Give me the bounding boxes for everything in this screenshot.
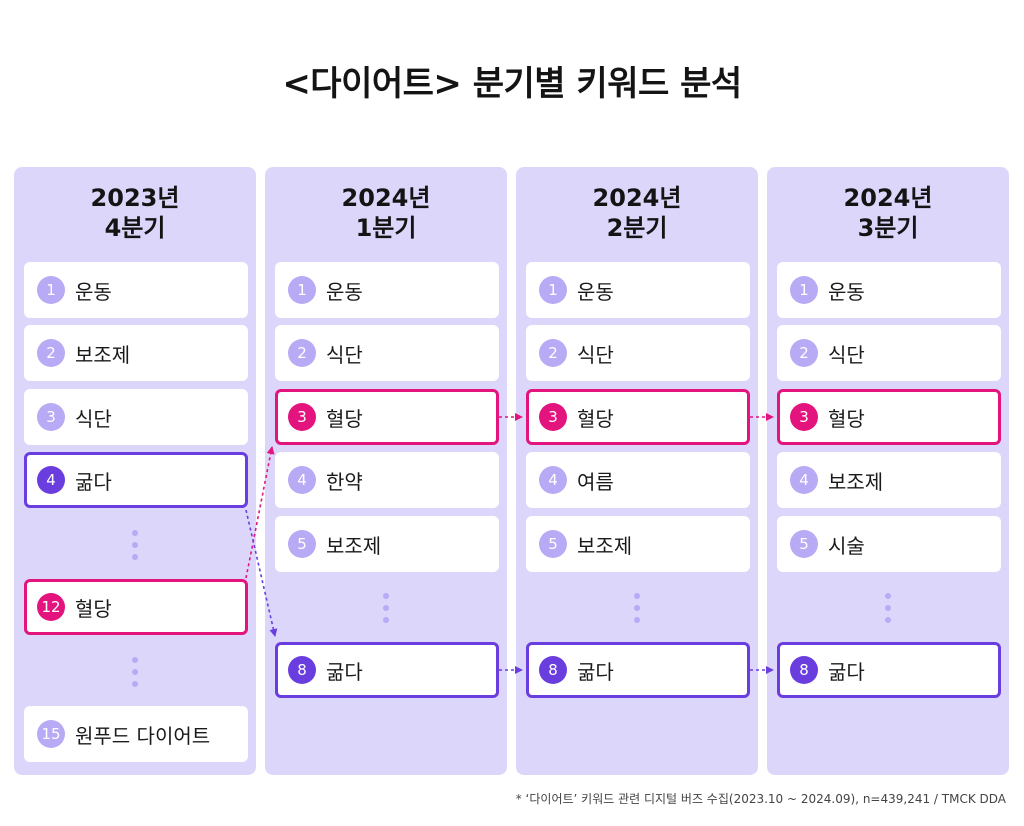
keyword-card: 5 보조제 [526,516,750,572]
ellipsis-dots-icon [14,530,256,560]
keyword-card: 2 식단 [526,325,750,381]
column-header: 2023년 4분기 [14,183,256,243]
rank-badge: 3 [37,403,65,431]
keyword-label: 운동 [828,279,865,304]
column-2024-q1: 2024년 1분기 1 운동 2 식단 3 혈당 4 한약 5 보조제 8 굶다 [265,167,507,775]
keyword-label: 식단 [75,406,112,431]
keyword-label: 보조제 [828,469,884,494]
keyword-label: 혈당 [828,406,865,431]
column-header: 2024년 1분기 [265,183,507,243]
keyword-label: 식단 [828,342,865,367]
keyword-label: 운동 [577,279,614,304]
rank-badge: 2 [37,339,65,367]
column-year: 2023년 [90,184,180,212]
rank-badge: 4 [37,466,65,494]
column-header: 2024년 2분기 [516,183,758,243]
rank-badge: 3 [790,403,818,431]
keyword-card: 3 식단 [24,389,248,445]
column-year: 2024년 [843,184,933,212]
rank-badge: 5 [790,530,818,558]
ellipsis-dots-icon [14,657,256,687]
rank-badge: 3 [539,403,567,431]
rank-badge: 12 [37,593,65,621]
rank-badge: 5 [288,530,316,558]
keyword-card: 2 식단 [777,325,1001,381]
keyword-card: 2 보조제 [24,325,248,381]
keyword-label: 굶다 [75,469,112,494]
column-quarter: 2분기 [606,214,668,242]
keyword-card: 5 시술 [777,516,1001,572]
keyword-label: 혈당 [75,596,112,621]
keyword-card: 2 식단 [275,325,499,381]
keyword-card-highlight-purple: 4 굶다 [24,452,248,508]
column-year: 2024년 [341,184,431,212]
ellipsis-dots-icon [767,593,1009,623]
rank-badge: 2 [790,339,818,367]
rank-badge: 15 [37,720,65,748]
rank-badge: 1 [539,276,567,304]
keyword-card: 1 운동 [275,262,499,318]
rank-badge: 1 [288,276,316,304]
rank-badge: 2 [539,339,567,367]
keyword-card-highlight-pink: 3 혈당 [526,389,750,445]
keyword-label: 굶다 [828,659,865,684]
keyword-label: 여름 [577,469,614,494]
footnote: * ‘다이어트’ 키워드 관련 디지털 버즈 수집(2023.10 ~ 2024… [515,792,1006,806]
rank-badge: 8 [790,656,818,684]
rank-badge: 5 [539,530,567,558]
ellipsis-dots-icon [265,593,507,623]
keyword-card: 4 여름 [526,452,750,508]
column-quarter: 4분기 [104,214,166,242]
keyword-label: 운동 [326,279,363,304]
keyword-card-highlight-purple: 8 굶다 [777,642,1001,698]
rank-badge: 4 [539,466,567,494]
keyword-card: 1 운동 [777,262,1001,318]
keyword-label: 보조제 [577,533,633,558]
keyword-label: 원푸드 다이어트 [75,723,211,748]
keyword-card-highlight-pink: 12 혈당 [24,579,248,635]
keyword-label: 시술 [828,533,865,558]
page-title: <다이어트> 분기별 키워드 분석 [282,64,742,104]
keyword-card-highlight-pink: 3 혈당 [275,389,499,445]
keyword-label: 굶다 [326,659,363,684]
keyword-card: 4 보조제 [777,452,1001,508]
keyword-card: 1 운동 [526,262,750,318]
keyword-card: 15 원푸드 다이어트 [24,706,248,762]
keyword-label: 보조제 [75,342,131,367]
keyword-label: 운동 [75,279,112,304]
column-quarter: 1분기 [355,214,417,242]
rank-badge: 4 [288,466,316,494]
column-2024-q3: 2024년 3분기 1 운동 2 식단 3 혈당 4 보조제 5 시술 8 굶다 [767,167,1009,775]
keyword-label: 식단 [577,342,614,367]
keyword-label: 한약 [326,469,363,494]
column-2024-q2: 2024년 2분기 1 운동 2 식단 3 혈당 4 여름 5 보조제 8 굶다 [516,167,758,775]
keyword-label: 식단 [326,342,363,367]
rank-badge: 2 [288,339,316,367]
keyword-card-highlight-pink: 3 혈당 [777,389,1001,445]
ellipsis-dots-icon [516,593,758,623]
arrow-purple-drop [245,509,278,637]
keyword-card-highlight-purple: 8 굶다 [275,642,499,698]
column-year: 2024년 [592,184,682,212]
keyword-card: 5 보조제 [275,516,499,572]
rank-badge: 1 [790,276,818,304]
rank-badge: 4 [790,466,818,494]
rank-badge: 8 [539,656,567,684]
rank-badge: 1 [37,276,65,304]
column-2023-q4: 2023년 4분기 1 운동 2 보조제 3 식단 4 굶다 12 혈당 15 … [14,167,256,775]
rank-badge: 3 [288,403,316,431]
keyword-card: 4 한약 [275,452,499,508]
arrow-pink-rise [245,446,275,579]
keyword-card: 1 운동 [24,262,248,318]
keyword-label: 혈당 [577,406,614,431]
column-header: 2024년 3분기 [767,183,1009,243]
keyword-label: 혈당 [326,406,363,431]
keyword-label: 굶다 [577,659,614,684]
keyword-label: 보조제 [326,533,382,558]
keyword-card-highlight-purple: 8 굶다 [526,642,750,698]
rank-badge: 8 [288,656,316,684]
column-quarter: 3분기 [857,214,919,242]
